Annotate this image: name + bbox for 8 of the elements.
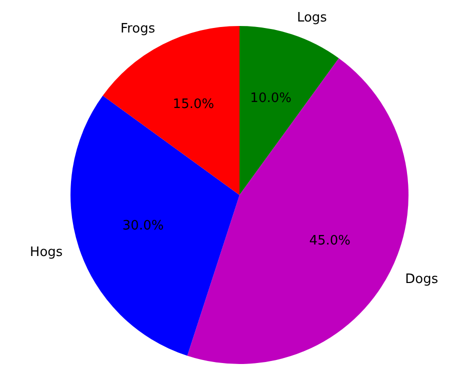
slice-label: Frogs (120, 22, 156, 37)
data-label: 30.0% (122, 218, 164, 234)
data-label: 15.0% (172, 97, 214, 112)
data-label: 45.0% (309, 233, 351, 248)
slice-label: Hogs (30, 244, 63, 260)
data-label: 10.0% (250, 90, 292, 106)
slice-label: Dogs (405, 272, 438, 287)
slice-label: Logs (296, 10, 328, 26)
